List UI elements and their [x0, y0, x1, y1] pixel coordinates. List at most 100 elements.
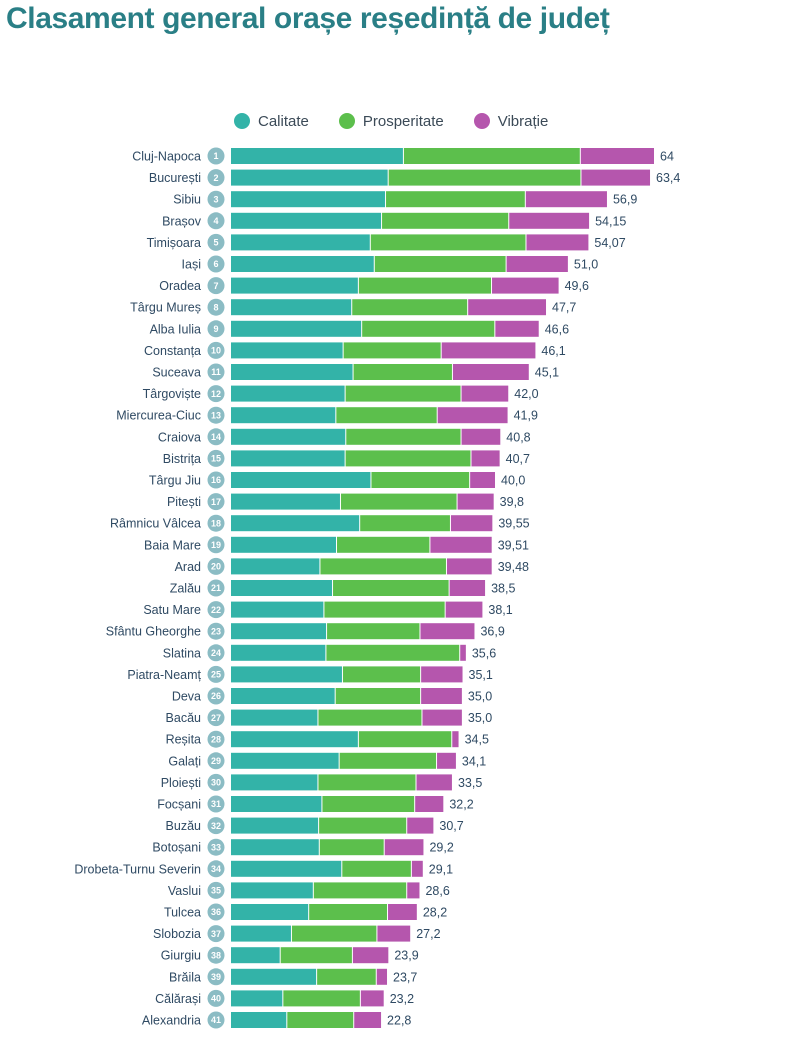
- city-label: Râmnicu Vâlcea: [110, 517, 201, 531]
- rank-number: 9: [213, 324, 218, 334]
- legend-item-calitate: Calitate: [234, 113, 309, 130]
- bar-segment-calitate: [231, 666, 342, 683]
- bar-segment-vibratie: [450, 515, 493, 532]
- bar-segment-calitate: [231, 472, 371, 488]
- rank-number: 15: [211, 454, 221, 464]
- bar-segment-vibratie: [421, 666, 463, 683]
- bar-segment-vibratie: [388, 904, 417, 920]
- rank-badge: [207, 406, 225, 424]
- rank-badge: [207, 277, 225, 295]
- city-label: Cluj-Napoca: [132, 150, 201, 164]
- bar-segment-prosperitate: [358, 277, 492, 294]
- bar-segment-vibratie: [441, 342, 536, 359]
- value-label: 23,9: [394, 949, 418, 963]
- bar-segment-calitate: [231, 558, 320, 575]
- bar-segment-prosperitate: [291, 925, 377, 942]
- bar-segment-calitate: [231, 342, 343, 359]
- bar-segment-calitate: [231, 212, 382, 229]
- city-label: Miercurea-Ciuc: [116, 409, 201, 423]
- city-label: Târgoviște: [143, 387, 201, 401]
- city-label: Pitești: [167, 495, 201, 509]
- bar-segment-prosperitate: [324, 601, 445, 618]
- bar-segment-prosperitate: [336, 407, 437, 424]
- rank-number: 32: [211, 821, 221, 831]
- value-label: 34,1: [462, 754, 486, 768]
- city-label: Vaslui: [168, 884, 201, 898]
- bar-segment-prosperitate: [374, 256, 506, 272]
- value-label: 56,9: [613, 193, 637, 207]
- rank-badge: [207, 557, 225, 575]
- rank-number: 40: [211, 994, 221, 1004]
- rank-number: 34: [211, 864, 221, 874]
- bar-segment-calitate: [231, 450, 345, 467]
- city-label: Călărași: [155, 992, 201, 1006]
- value-label: 45,1: [535, 366, 559, 380]
- bar-segment-vibratie: [449, 580, 486, 596]
- rank-number: 28: [211, 734, 221, 744]
- bar-segment-calitate: [231, 234, 370, 251]
- bar-segment-calitate: [231, 428, 346, 445]
- bar-segment-vibratie: [377, 925, 411, 942]
- city-label: Brașov: [162, 214, 202, 228]
- bar-segment-prosperitate: [370, 234, 526, 251]
- legend-item-prosperitate: Prosperitate: [338, 113, 444, 130]
- bar-segment-vibratie: [580, 148, 654, 164]
- bar-segment-calitate: [231, 601, 324, 618]
- rank-number: 3: [213, 194, 218, 204]
- bar-segment-prosperitate: [345, 385, 461, 402]
- bar-segment-calitate: [231, 709, 318, 726]
- rank-badge: [207, 817, 225, 835]
- bar-segment-vibratie: [354, 1012, 382, 1028]
- value-label: 29,1: [429, 862, 453, 876]
- bar-segment-vibratie: [415, 796, 444, 812]
- rank-number: 10: [211, 346, 221, 356]
- rank-badge: [207, 233, 225, 251]
- rank-badge: [207, 622, 225, 640]
- rank-number: 24: [211, 648, 221, 658]
- bar-segment-prosperitate: [319, 817, 407, 834]
- bar-segment-calitate: [231, 580, 333, 596]
- bar-segment-calitate: [231, 968, 317, 985]
- bar-segment-vibratie: [470, 472, 495, 488]
- bar-segment-prosperitate: [337, 536, 430, 553]
- bar-segment-vibratie: [376, 968, 388, 985]
- city-label: București: [149, 171, 201, 185]
- value-label: 35,0: [468, 690, 492, 704]
- bar-segment-vibratie: [360, 990, 384, 1007]
- bar-segment-calitate: [231, 752, 339, 769]
- bar-segment-prosperitate: [335, 688, 421, 704]
- rank-badge: [207, 644, 225, 662]
- rank-badge: [207, 925, 225, 943]
- rank-badge: [207, 212, 225, 230]
- value-label: 40,0: [501, 474, 525, 488]
- rank-number: 5: [213, 238, 218, 248]
- bar-segment-vibratie: [471, 450, 500, 467]
- bar-segment-calitate: [231, 796, 322, 812]
- rank-number: 12: [211, 389, 221, 399]
- rank-number: 29: [211, 756, 221, 766]
- rank-badge: [207, 730, 225, 748]
- rank-badge: [207, 795, 225, 813]
- rank-number: 8: [213, 302, 218, 312]
- bar-segment-calitate: [231, 860, 342, 877]
- bar-segment-vibratie: [421, 688, 462, 704]
- city-label: Buzău: [166, 819, 201, 833]
- bar-segment-prosperitate: [317, 968, 376, 985]
- bar-segment-prosperitate: [340, 493, 457, 510]
- bar-segment-vibratie: [468, 299, 547, 316]
- city-label: Târgu Jiu: [149, 474, 201, 488]
- rank-number: 35: [211, 886, 221, 896]
- bar-segment-calitate: [231, 407, 336, 424]
- rank-badge: [207, 341, 225, 359]
- bar-segment-vibratie: [509, 212, 590, 229]
- bar-segment-calitate: [231, 1012, 287, 1028]
- bar-segment-vibratie: [420, 623, 475, 640]
- legend-label-calitate: Calitate: [258, 112, 309, 130]
- rank-badge: [207, 255, 225, 273]
- bar-segment-prosperitate: [362, 320, 495, 337]
- value-label: 36,9: [480, 625, 504, 639]
- bar-segment-calitate: [231, 536, 336, 553]
- rank-badge: [207, 860, 225, 878]
- city-label: Galați: [168, 754, 201, 768]
